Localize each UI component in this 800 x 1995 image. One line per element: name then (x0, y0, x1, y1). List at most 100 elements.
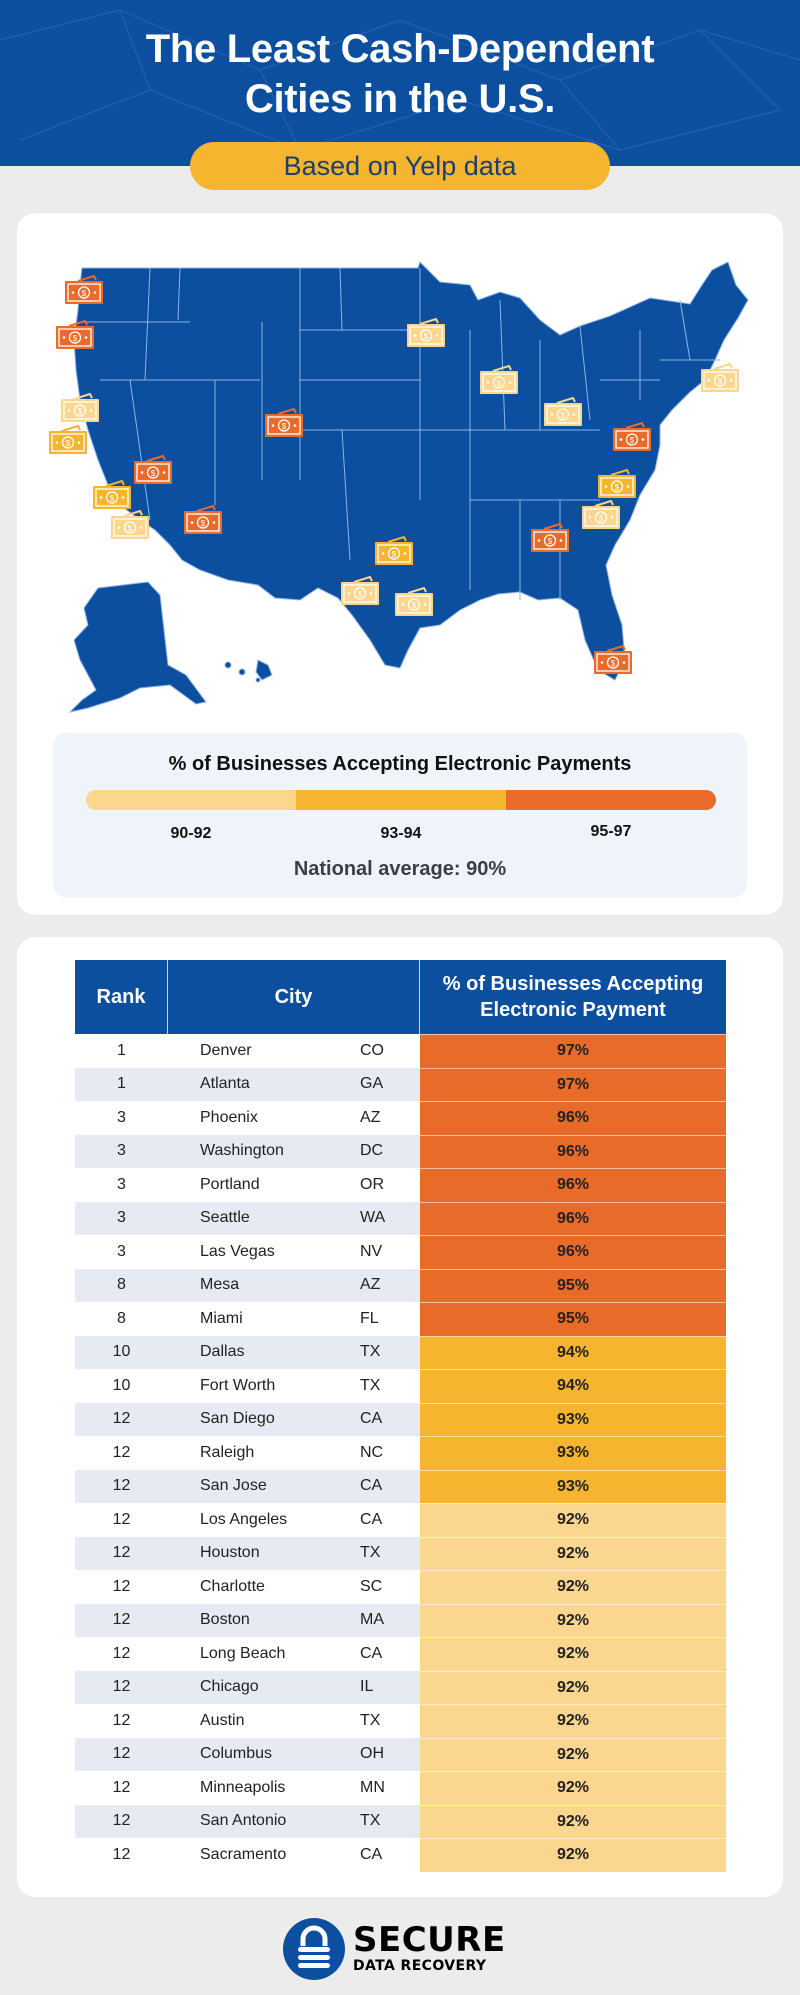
percent-cell: 97% (420, 1067, 726, 1101)
percent-cell: 92% (420, 1804, 726, 1838)
money-icon: $ (55, 319, 95, 350)
rank-cell: 3 (117, 1108, 126, 1126)
percent-cell: 93% (420, 1402, 726, 1436)
svg-text:$: $ (424, 332, 429, 341)
table-row: 12 Austin TX 92% (75, 1704, 726, 1738)
percent-cell: 97% (420, 1034, 726, 1068)
row-left: 3 Washington DC (75, 1134, 420, 1168)
table-row: 8 Mesa AZ 95% (75, 1268, 726, 1302)
money-icon: $ (593, 644, 633, 675)
table-row: 1 Denver CO 97% (75, 1034, 726, 1068)
rank-cell: 12 (112, 1678, 131, 1696)
money-icon: $ (264, 407, 304, 438)
state-cell: TX (360, 1544, 381, 1562)
state-cell: TX (360, 1376, 381, 1394)
row-left: 12 San Jose CA (75, 1469, 420, 1503)
row-left: 12 Los Angeles CA (75, 1503, 420, 1537)
legend-range-mid: 93-94 (380, 825, 422, 842)
legend-title: % of Businesses Accepting Electronic Pay… (168, 753, 632, 775)
money-icon: $ (64, 274, 104, 305)
header-rank: Rank (75, 960, 168, 1034)
legend-seg-mid (296, 790, 506, 810)
state-cell: IL (360, 1678, 374, 1696)
svg-text:$: $ (548, 537, 553, 546)
row-left: 1 Atlanta GA (75, 1067, 420, 1101)
padlock-icon (283, 1918, 345, 1980)
rank-cell: 12 (112, 1611, 131, 1629)
network-pattern-decoration (0, 9, 800, 151)
national-average: National average: 90% (293, 858, 507, 880)
rank-cell: 12 (112, 1410, 131, 1428)
rank-cell: 1 (117, 1041, 126, 1059)
percent-cell: 94% (420, 1335, 726, 1369)
money-icon: $ (340, 575, 380, 606)
ranking-table: Rank City % of Businesses Accepting Elec… (75, 960, 726, 1872)
money-icon: $ (581, 499, 621, 530)
state-cell: TX (360, 1711, 381, 1729)
state-cell: OH (360, 1745, 384, 1763)
table-row: 8 Miami FL 95% (75, 1302, 726, 1336)
percent-cell: 96% (420, 1101, 726, 1135)
title-line-1: The Least Cash-Dependent (145, 27, 655, 71)
row-left: 8 Mesa AZ (75, 1268, 420, 1302)
rank-cell: 3 (117, 1242, 126, 1260)
city-cell: Portland (200, 1175, 260, 1193)
svg-text:$: $ (561, 411, 566, 420)
rank-cell: 1 (117, 1075, 126, 1093)
money-icon: $ (48, 424, 88, 455)
city-cell: Charlotte (200, 1577, 265, 1595)
table-row: 12 Chicago IL 92% (75, 1670, 726, 1704)
percent-cell: 92% (420, 1536, 726, 1570)
rank-cell: 12 (112, 1711, 131, 1729)
rank-cell: 12 (112, 1544, 131, 1562)
row-left: 12 Austin TX (75, 1704, 420, 1738)
svg-text:$: $ (73, 334, 78, 343)
rank-cell: 8 (117, 1276, 126, 1294)
table-row: 12 San Antonio TX 92% (75, 1804, 726, 1838)
city-cell: Minneapolis (200, 1778, 286, 1796)
money-icon: $ (406, 317, 446, 348)
subtitle-pill: Based on Yelp data (190, 142, 610, 190)
state-cell: NV (360, 1242, 383, 1260)
table-row: 3 Las Vegas NV 96% (75, 1235, 726, 1269)
svg-text:$: $ (128, 524, 133, 533)
rank-cell: 10 (112, 1376, 131, 1394)
row-left: 3 Portland OR (75, 1168, 420, 1202)
row-left: 8 Miami FL (75, 1302, 420, 1336)
logo-subtitle: DATA RECOVERY (353, 1958, 487, 1974)
legend-color-bar (86, 790, 716, 810)
money-icon: $ (530, 522, 570, 553)
percent-cell: 93% (420, 1469, 726, 1503)
row-left: 12 Boston MA (75, 1603, 420, 1637)
city-cell: Raleigh (200, 1443, 255, 1461)
city-cell: Seattle (200, 1209, 250, 1227)
svg-text:$: $ (630, 436, 635, 445)
city-cell: San Jose (200, 1477, 267, 1495)
money-icon: $ (374, 535, 414, 566)
rank-cell: 12 (112, 1778, 131, 1796)
table-row: 1 Atlanta GA 97% (75, 1067, 726, 1101)
row-left: 12 Houston TX (75, 1536, 420, 1570)
city-cell: Columbus (200, 1745, 273, 1763)
city-cell: Long Beach (200, 1644, 286, 1662)
row-left: 12 Sacramento CA (75, 1838, 420, 1872)
city-cell: Phoenix (200, 1108, 258, 1126)
city-cell: Houston (200, 1544, 260, 1562)
money-icon: $ (92, 479, 132, 510)
percent-cell: 92% (420, 1771, 726, 1805)
page-title: The Least Cash-Dependent Cities in the U… (0, 24, 800, 124)
percent-cell: 93% (420, 1436, 726, 1470)
legend-seg-high (506, 790, 716, 810)
state-cell: CA (360, 1845, 383, 1863)
money-icon: $ (700, 362, 740, 393)
city-cell: Fort Worth (200, 1376, 276, 1394)
percent-cell: 92% (420, 1603, 726, 1637)
table-row: 12 Columbus OH 92% (75, 1737, 726, 1771)
svg-text:$: $ (201, 519, 206, 528)
svg-text:$: $ (599, 514, 604, 523)
percent-cell: 94% (420, 1369, 726, 1403)
state-cell: CA (360, 1510, 383, 1528)
state-cell: MA (360, 1611, 384, 1629)
svg-text:$: $ (82, 289, 87, 298)
